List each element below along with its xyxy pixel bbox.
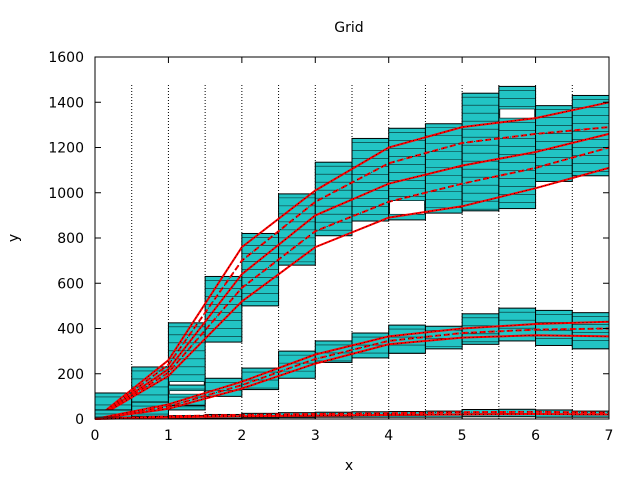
x-tick-label-7: 7 (605, 428, 614, 444)
y-tick-label-8: 1600 (48, 50, 84, 66)
series-layer (94, 85, 610, 420)
y-tick-label-3: 600 (57, 276, 84, 292)
axis-layer: 0 1 2 3 4 5 6 7 0 200 400 600 800 1000 1200 1400 1600 (48, 50, 613, 444)
y-tick-label-1: 200 (57, 367, 84, 383)
series-0 (94, 85, 610, 420)
x-tick-label-2: 2 (237, 428, 246, 444)
y-tick-label-2: 400 (57, 322, 84, 338)
series-2 (94, 408, 610, 420)
y-axis-label: y (6, 234, 22, 242)
series-1-curve-1 (94, 327, 610, 420)
series-0-curve-4-dots (94, 101, 610, 420)
series-1-box-4 (241, 367, 280, 391)
series-0-box-10 (461, 92, 500, 212)
y-tick-label-7: 1400 (48, 95, 84, 111)
y-tick-label-6: 1200 (48, 141, 84, 157)
series-0-box-13-stripes (572, 99, 609, 172)
x-tick-label-3: 3 (311, 428, 320, 444)
series-0-box-3-stripes (205, 280, 242, 337)
series-2-curve-1-dots (94, 411, 610, 420)
y-tick-label-5: 1000 (48, 186, 84, 202)
series-1-gap-0 (169, 390, 205, 395)
series-0-box-11 (498, 85, 537, 210)
x-tick-label-1: 1 (164, 428, 173, 444)
series-0-gap-2 (499, 108, 535, 119)
x-tick-label-6: 6 (531, 428, 540, 444)
series-1-curve-0 (94, 334, 610, 420)
series-1 (94, 307, 610, 420)
series-0-curve-1 (94, 146, 610, 420)
series-1-curve-2-dots (94, 321, 610, 420)
series-1-box-13 (571, 312, 610, 350)
series-1-box-5-stripes (278, 354, 316, 372)
x-axis-label: x (345, 458, 353, 474)
series-0-curve-2-dots (94, 133, 610, 420)
series-0-box-8-stripes (388, 131, 426, 213)
series-2-curve-0-dots (94, 413, 610, 420)
y-tick-label-4: 800 (57, 231, 84, 247)
series-0-curve-3-dots (94, 126, 610, 420)
series-1-box-13-stripes (572, 316, 609, 349)
y-tick-label-0: 0 (75, 412, 84, 428)
x-tick-label-0: 0 (91, 428, 100, 444)
series-0-box-10-stripes (462, 96, 499, 210)
series-0-curve-0-dots (94, 167, 610, 420)
x-tick-label-4: 4 (384, 428, 393, 444)
series-0-box-6-stripes (315, 165, 352, 231)
series-0-box-9 (424, 123, 463, 214)
series-0-box-7-stripes (352, 142, 389, 215)
chart-title: Grid (334, 20, 363, 36)
series-1-box-12 (535, 309, 573, 346)
x-tick-label-5: 5 (458, 428, 467, 444)
